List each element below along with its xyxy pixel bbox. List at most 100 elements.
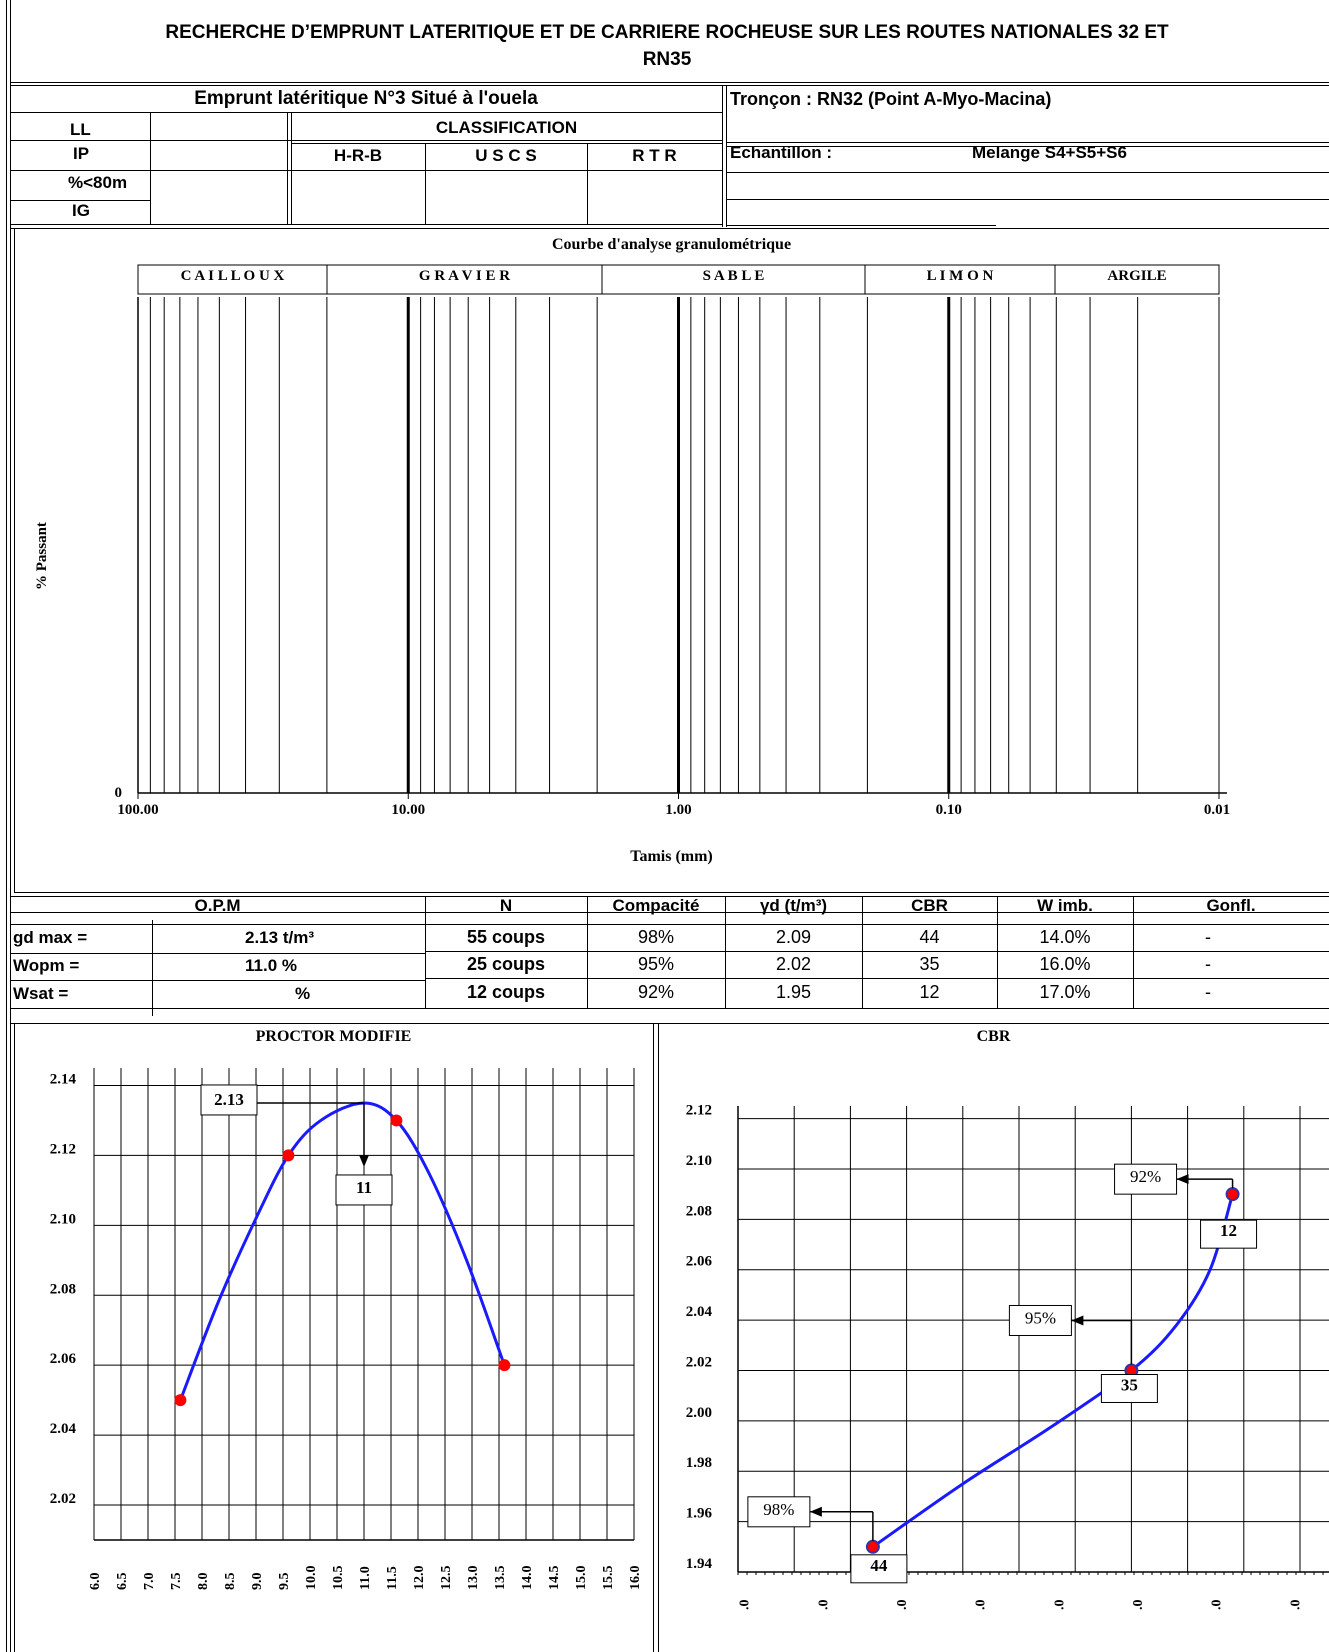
proctor-x-tick-7: 9.5 [277, 1573, 292, 1591]
proctor-chart: 6.0 6.5 7.0 7.5 8.0 8.5 9.0 9.5 10.0 10.5 11.0 11.5… [50, 1068, 643, 1591]
proctor-x-tick-18: 15.0 [574, 1566, 589, 1591]
proctor-x-tick-10: 11.0 [358, 1566, 373, 1590]
classification-title: CLASSIFICATION [435, 118, 578, 137]
proctor-y-tick-6: 2.02 [50, 1491, 76, 1507]
proctor-point-1 [282, 1149, 295, 1162]
opm-label-wopm: Wopm = [13, 956, 80, 975]
result-compacite-2: 92% [637, 982, 675, 1002]
cbr-point-0 [865, 1539, 880, 1554]
proctor-x-tick-17: 14.5 [547, 1566, 562, 1591]
cbr-y-tick-9: 1.94 [686, 1556, 713, 1572]
row-label-fines: %<80m [68, 173, 128, 192]
cbr-x-tick-4: .0 [1052, 1600, 1067, 1611]
cbr-y-tick-8: 1.96 [686, 1506, 713, 1522]
cbr-x-tick-6: .0 [1210, 1600, 1225, 1611]
proctor-point-2 [390, 1114, 403, 1127]
frame-left [6, 0, 7, 1652]
granulo-ylabel: % Passant [34, 522, 50, 590]
result-compacite-1: 95% [637, 954, 675, 974]
proctor-point-3 [498, 1359, 511, 1372]
granulo-x-tick-2: 1.00 [665, 802, 691, 818]
result-compacite-0: 98% [637, 927, 675, 947]
granulo-x-tick-3: 0.10 [936, 802, 962, 818]
echantillon-value: Melange S4+S5+S6 [972, 143, 1127, 162]
proctor-x-tick-9: 10.5 [331, 1566, 346, 1591]
class-col-hrb: H-R-B [333, 146, 383, 165]
cbr-point-2 [1225, 1187, 1240, 1202]
proctor-x-tick-20: 16.0 [628, 1566, 643, 1591]
opm-label-gdmax: gd max = [13, 928, 88, 947]
granulo-x-tick-4: 0.01 [1204, 802, 1230, 818]
proctor-x-tick-14: 13.0 [466, 1566, 481, 1591]
title-line-2: RN35 [642, 49, 692, 70]
proctor-curve-line [179, 1101, 506, 1401]
proctor-x-tick-19: 15.5 [601, 1566, 616, 1591]
proctor-wopt-label: 11 [356, 1178, 372, 1197]
proctor-x-tick-11: 11.5 [385, 1566, 400, 1590]
cbr-y-tick-7: 1.98 [686, 1455, 712, 1471]
proctor-y-tick-5: 2.04 [50, 1421, 77, 1437]
proctor-point-0 [174, 1394, 187, 1407]
cbr-y-tick-6: 2.00 [686, 1405, 712, 1421]
proctor-y-tick-4: 2.06 [50, 1351, 77, 1367]
result-gd-0: 2.09 [775, 927, 812, 947]
result-gonfl-0: - [1205, 927, 1211, 947]
cbr-y-tick-1: 2.10 [686, 1153, 712, 1169]
proctor-x-tick-4: 8.0 [196, 1573, 211, 1591]
proctor-x-tick-12: 12.0 [412, 1566, 427, 1591]
proctor-y-tick-1: 2.12 [50, 1141, 76, 1157]
cbr-chart: 2.12 2.10 2.08 2.06 2.04 2.02 2.00 1.98 1.96 1.94… [686, 1103, 1329, 1611]
granulo-band-3: L I M O N [927, 268, 994, 284]
granulo-title: Courbe d'analyse granulométrique [551, 236, 792, 253]
title-line-1: RECHERCHE D’EMPRUNT LATERITIQUE ET DE CA… [165, 22, 1169, 43]
opm-value-gdmax: 2.13 t/m³ [245, 928, 314, 947]
cbr-y-tick-3: 2.06 [686, 1254, 713, 1270]
cbr-value-label-1: 35 [1121, 1375, 1138, 1394]
row-label-ll: LL [70, 120, 91, 139]
cbr-pct-label-2: 92% [1130, 1167, 1161, 1186]
class-col-uscs: U S C S [475, 146, 537, 165]
cbr-value-label-2: 12 [1220, 1221, 1237, 1240]
result-cbr-2: 12 [919, 982, 940, 1002]
result-wimb-1: 16.0% [1039, 954, 1091, 974]
granulo-grid [137, 297, 1220, 793]
cbr-y-tick-5: 2.02 [686, 1354, 712, 1370]
emprunt-label: Emprunt latéritique N°3 Situé à l'ouela [194, 88, 538, 109]
result-gonfl-1: - [1205, 954, 1211, 974]
cbr-value-label-0: 44 [870, 1556, 888, 1575]
proctor-x-tick-8: 10.0 [304, 1566, 319, 1591]
result-cbr-1: 35 [919, 954, 940, 974]
cbr-pct-label-0: 98% [763, 1500, 794, 1519]
result-gonfl-2: - [1205, 982, 1211, 1002]
granulo-band-1: G R A V I E R [419, 268, 510, 284]
proctor-y-tick-3: 2.08 [50, 1281, 76, 1297]
proctor-x-tick-3: 7.5 [169, 1573, 184, 1591]
proctor-x-tick-5: 8.5 [223, 1573, 238, 1591]
result-gd-2: 1.95 [775, 982, 812, 1002]
result-cbr-0: 44 [919, 927, 940, 947]
cbr-title: CBR [976, 1028, 1011, 1045]
proctor-x-tick-13: 12.5 [439, 1566, 454, 1591]
result-n-0: 55 coups [466, 927, 546, 947]
cbr-x-tick-5: .0 [1131, 1600, 1146, 1611]
header-opm: O.P.M [194, 896, 241, 915]
result-wimb-2: 17.0% [1039, 982, 1091, 1002]
proctor-x-tick-6: 9.0 [250, 1573, 265, 1591]
header-gonfl: Gonfl. [1206, 896, 1256, 915]
proctor-x-tick-0: 6.0 [88, 1573, 103, 1591]
troncon-label: Tronçon : RN32 (Point A-Myo-Macina) [730, 89, 1052, 109]
proctor-y-tick-0: 2.14 [50, 1071, 77, 1087]
granulo-band-4: ARGILE [1107, 268, 1166, 284]
cbr-x-tick-3: .0 [974, 1600, 989, 1611]
class-col-rtr: R T R [632, 146, 677, 165]
granulo-x-tick-1: 10.00 [391, 802, 425, 818]
result-n-1: 25 coups [466, 954, 546, 974]
proctor-x-tick-1: 6.5 [115, 1573, 130, 1591]
header-gd: γd (t/m³) [759, 896, 828, 915]
result-n-2: 12 coups [466, 982, 546, 1002]
proctor-x-tick-2: 7.0 [142, 1573, 157, 1591]
header-cbr: CBR [911, 896, 948, 915]
cbr-x-tick-1: .0 [816, 1600, 831, 1611]
